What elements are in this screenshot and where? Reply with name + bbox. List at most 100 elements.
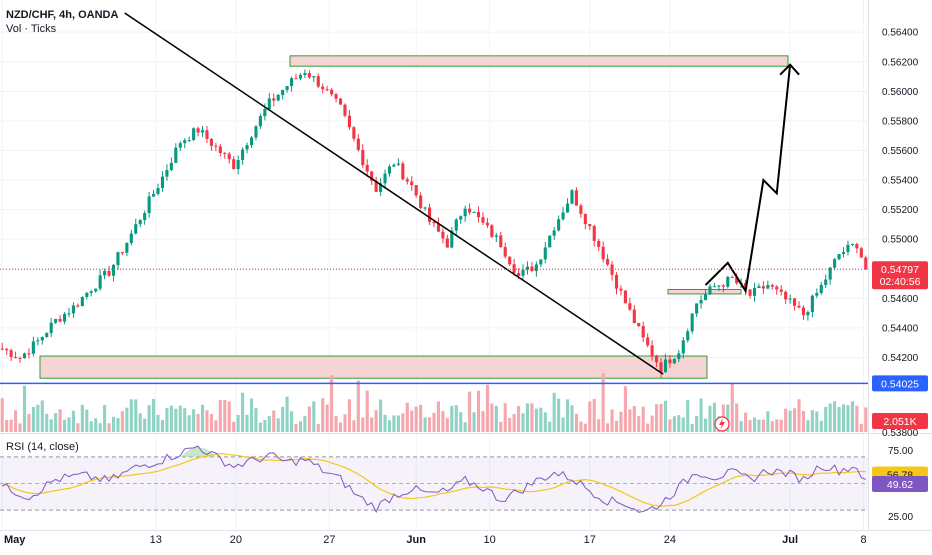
candle-body xyxy=(855,243,859,249)
candle-body xyxy=(574,190,578,206)
candle-body xyxy=(54,318,58,323)
volume-bar xyxy=(677,415,681,432)
candle-body xyxy=(365,165,369,172)
candle-body xyxy=(632,309,636,323)
volume-bar xyxy=(463,422,467,432)
candle-body xyxy=(841,251,846,254)
volume-bar xyxy=(419,404,423,432)
candle-body xyxy=(646,337,650,346)
candle-body xyxy=(592,226,596,241)
volume-legend[interactable]: Vol · Ticks xyxy=(6,23,56,35)
volume-bar xyxy=(347,399,351,432)
candle-body xyxy=(410,181,414,186)
volume-bar xyxy=(565,399,570,432)
volume-bar xyxy=(94,418,98,432)
rsi-legend[interactable]: RSI (14, close) xyxy=(6,441,79,453)
candle-body xyxy=(361,149,365,166)
volume-bar xyxy=(579,421,583,432)
candle-body xyxy=(98,275,102,289)
volume-bar xyxy=(521,413,525,432)
candle-body xyxy=(539,259,543,265)
volume-bar xyxy=(824,406,828,432)
volume-bar xyxy=(833,401,837,432)
candle-body xyxy=(134,224,138,234)
candle-body xyxy=(476,211,481,218)
rsi-axis-label: 75.00 xyxy=(888,446,913,457)
volume-bar xyxy=(445,418,449,432)
zone-rect xyxy=(39,355,708,379)
candle-body xyxy=(94,288,98,292)
lightning-icon xyxy=(714,416,730,432)
volume-bar xyxy=(499,421,503,432)
volume-bar xyxy=(249,398,254,432)
time-axis-label: 24 xyxy=(664,534,676,546)
volume-bar xyxy=(703,418,708,432)
volume-bar xyxy=(690,423,694,432)
volume-bar xyxy=(784,408,788,432)
volume-bar xyxy=(450,405,454,432)
volume-bars xyxy=(0,373,868,432)
candle-body xyxy=(690,313,694,332)
candle-body xyxy=(686,331,690,341)
volume-bar xyxy=(410,410,414,432)
volume-bar xyxy=(592,398,596,432)
candle-body xyxy=(245,145,249,150)
price-axis-label: 0.54200 xyxy=(882,353,919,364)
volume-bar xyxy=(40,400,44,432)
volume-bar xyxy=(494,405,498,432)
volume-bar xyxy=(312,401,316,432)
candle-body xyxy=(708,286,712,295)
symbol-legend[interactable]: NZD/CHF, 4h, OANDA xyxy=(6,9,118,21)
candle-body xyxy=(281,89,285,95)
volume-bar xyxy=(321,398,325,432)
candle-body xyxy=(770,285,774,287)
candle-body xyxy=(517,273,521,276)
volume-bar xyxy=(441,411,445,432)
candle-body xyxy=(730,276,734,278)
volume-bar xyxy=(534,408,538,432)
volume-bar xyxy=(405,402,409,432)
candle-body xyxy=(254,126,258,138)
candle-body xyxy=(606,259,610,265)
candle-body xyxy=(703,294,708,300)
volume-bar xyxy=(490,403,494,432)
volume-bar xyxy=(641,406,645,432)
volume-bar xyxy=(726,404,730,432)
volume-bar xyxy=(156,414,160,432)
volume-bar xyxy=(708,405,712,432)
candle-body xyxy=(352,127,356,139)
volume-bar xyxy=(517,406,521,432)
candle-body xyxy=(334,94,338,99)
volume-bar xyxy=(89,421,93,432)
volume-bar xyxy=(258,422,262,432)
candle-body xyxy=(508,256,512,265)
volume-bar xyxy=(290,411,294,432)
volume-bar xyxy=(338,422,343,432)
rsi-axis-label: 25.00 xyxy=(888,512,913,523)
volume-bar xyxy=(116,417,120,432)
volume-badge-bg xyxy=(872,413,928,429)
volume-bar xyxy=(806,420,810,432)
volume-bar xyxy=(792,408,797,432)
candle-body xyxy=(178,143,182,148)
candle-body xyxy=(45,333,49,337)
candle-body xyxy=(454,219,458,231)
volume-bar xyxy=(209,414,213,432)
candle-body xyxy=(499,235,503,248)
volume-bar xyxy=(552,392,556,432)
volume-bar xyxy=(557,398,561,432)
candle-body xyxy=(628,303,632,310)
volume-bar xyxy=(134,399,138,432)
volume-bar xyxy=(71,410,76,432)
volume-bar xyxy=(254,408,258,432)
volume-bar xyxy=(401,413,405,432)
candle-body xyxy=(663,359,668,373)
candle-body xyxy=(846,244,850,252)
candle-body xyxy=(614,274,619,289)
candle-body xyxy=(601,246,605,260)
time-axis-label: 20 xyxy=(230,534,242,546)
candle-body xyxy=(196,128,200,133)
volume-bar xyxy=(432,412,436,432)
rsi-ma-badge-text: 49.62 xyxy=(887,479,913,491)
time-axis-label: May xyxy=(4,534,26,546)
